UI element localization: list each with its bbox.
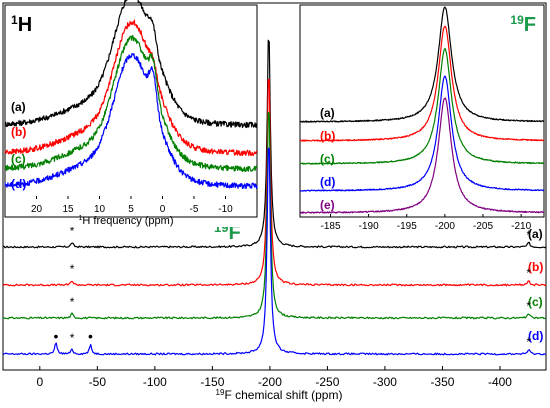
- ins1-trace-a: [4, 0, 258, 129]
- inset-left-bg: [5, 5, 257, 227]
- inset-right-frame: [299, 4, 545, 218]
- ins2-x-tick-label: -185: [320, 221, 340, 232]
- inset-right-bg: [300, 5, 544, 217]
- ins1-x-tick-label: 20: [31, 204, 43, 215]
- ins2-trace-e: [299, 97, 545, 214]
- inset-left-series-labels: (a) (b) (c) (d): [11, 100, 26, 191]
- main-peak-markers: * * * * * * * * • •: [53, 224, 531, 349]
- ins2-series-label: (e): [320, 198, 335, 212]
- main-x-tick-label: -150: [200, 375, 224, 389]
- inset-left-x-axis-ticks: 20 15 10 5 0 -5 -10: [31, 196, 233, 215]
- ins1-x-tick-label: -10: [218, 204, 233, 215]
- inset-left-title-element: H: [18, 14, 32, 36]
- ins2-x-tick-label: -210: [511, 221, 531, 232]
- inset-right-x-axis-ticks: -185 -190 -195 -200 -205 -210: [320, 214, 532, 232]
- ins2-series-label: (d): [320, 175, 335, 189]
- inset-right-title-superscript: 19: [510, 13, 524, 27]
- ins2-x-tick-label: -195: [397, 221, 417, 232]
- inset-left-xlabel-superscript: 1: [79, 215, 83, 222]
- asterisk-marker: *: [70, 295, 75, 309]
- ins2-trace-b: [299, 25, 545, 142]
- main-x-tick-label: 0: [36, 375, 43, 389]
- ins1-series-label: (c): [11, 152, 26, 166]
- main-x-tick-label: -100: [143, 375, 167, 389]
- main-series-label: (d): [528, 329, 543, 343]
- asterisk-marker: *: [70, 331, 75, 345]
- asterisk-marker: *: [526, 228, 531, 242]
- main-series-label: (a): [528, 227, 543, 241]
- ins1-series-label: (a): [11, 100, 26, 114]
- main-x-tick-label: -300: [373, 375, 397, 389]
- ins1-x-tick-label: -5: [190, 204, 199, 215]
- main-series-labels: (a) (b) (c) (d): [528, 227, 543, 343]
- inset-right-spectra-traces: [299, 6, 545, 214]
- ins1-x-tick-label: 0: [160, 204, 166, 215]
- main-x-tick-label: -350: [430, 375, 454, 389]
- main-x-axis-label: 19F chemical shift (ppm): [216, 388, 343, 402]
- main-x-tick-label: -200: [258, 375, 282, 389]
- ins1-x-tick-label: 15: [62, 204, 74, 215]
- ins1-x-tick-label: 5: [128, 204, 134, 215]
- ins2-trace-a: [299, 6, 545, 123]
- ins1-series-label: (b): [11, 125, 26, 139]
- inset-right-series-labels: (a) (b) (c) (d) (e): [320, 106, 335, 212]
- asterisk-marker: *: [526, 335, 531, 349]
- ins2-series-label: (c): [320, 152, 335, 166]
- inset-left-title: 1H: [11, 13, 32, 36]
- main-x-tick-label: -50: [89, 375, 107, 389]
- main-spectra-traces: [2, 39, 547, 356]
- main-xlabel-rest: F chemical shift (ppm): [224, 388, 342, 402]
- inset-left-x-axis-label: 1H frequency (ppm): [79, 215, 174, 227]
- ins2-x-tick-label: -200: [435, 221, 455, 232]
- asterisk-marker: *: [526, 299, 531, 313]
- ins2-series-label: (b): [320, 129, 335, 143]
- main-plot-frame: [2, 2, 547, 371]
- main-x-tick-label: -250: [315, 375, 339, 389]
- main-x-axis-ticks: 0 -50 -100 -150 -200 -250 -300 -350 -400: [36, 366, 512, 389]
- inset-left-spectra-traces: [4, 0, 258, 190]
- ins1-trace-d: [4, 53, 258, 190]
- main-xlabel-superscript: 19: [216, 388, 225, 397]
- dot-marker: •: [88, 328, 93, 344]
- main-title-element: F: [228, 222, 240, 244]
- ins2-x-tick-label: -205: [473, 221, 493, 232]
- main-series-label: (c): [528, 295, 543, 309]
- inset-left-xlabel-rest: H frequency (ppm): [82, 215, 173, 227]
- inset-left-title-superscript: 1: [11, 13, 18, 27]
- asterisk-marker: *: [70, 224, 75, 238]
- asterisk-marker: *: [526, 266, 531, 280]
- ins1-x-tick-label: 10: [94, 204, 106, 215]
- asterisk-marker: *: [70, 262, 75, 276]
- ins1-trace-c: [4, 34, 258, 173]
- ins2-series-label: (a): [320, 106, 335, 120]
- main-trace-c: [2, 111, 547, 320]
- inset-left-frame: [4, 4, 258, 218]
- main-trace-b: [2, 78, 547, 287]
- ins1-series-label: (d): [11, 177, 26, 191]
- ins2-trace-d: [299, 75, 545, 192]
- ins2-trace-c: [299, 48, 545, 165]
- main-series-label: (b): [528, 260, 543, 274]
- inset-right-title: 19F: [510, 13, 536, 36]
- ins1-trace-b: [4, 19, 258, 157]
- inset-right-title-element: F: [524, 14, 536, 36]
- main-x-tick-label: -400: [488, 375, 512, 389]
- ins2-x-tick-label: -190: [359, 221, 379, 232]
- main-trace-a: [2, 39, 547, 249]
- main-trace-d: [2, 147, 547, 356]
- dot-marker: •: [53, 328, 58, 344]
